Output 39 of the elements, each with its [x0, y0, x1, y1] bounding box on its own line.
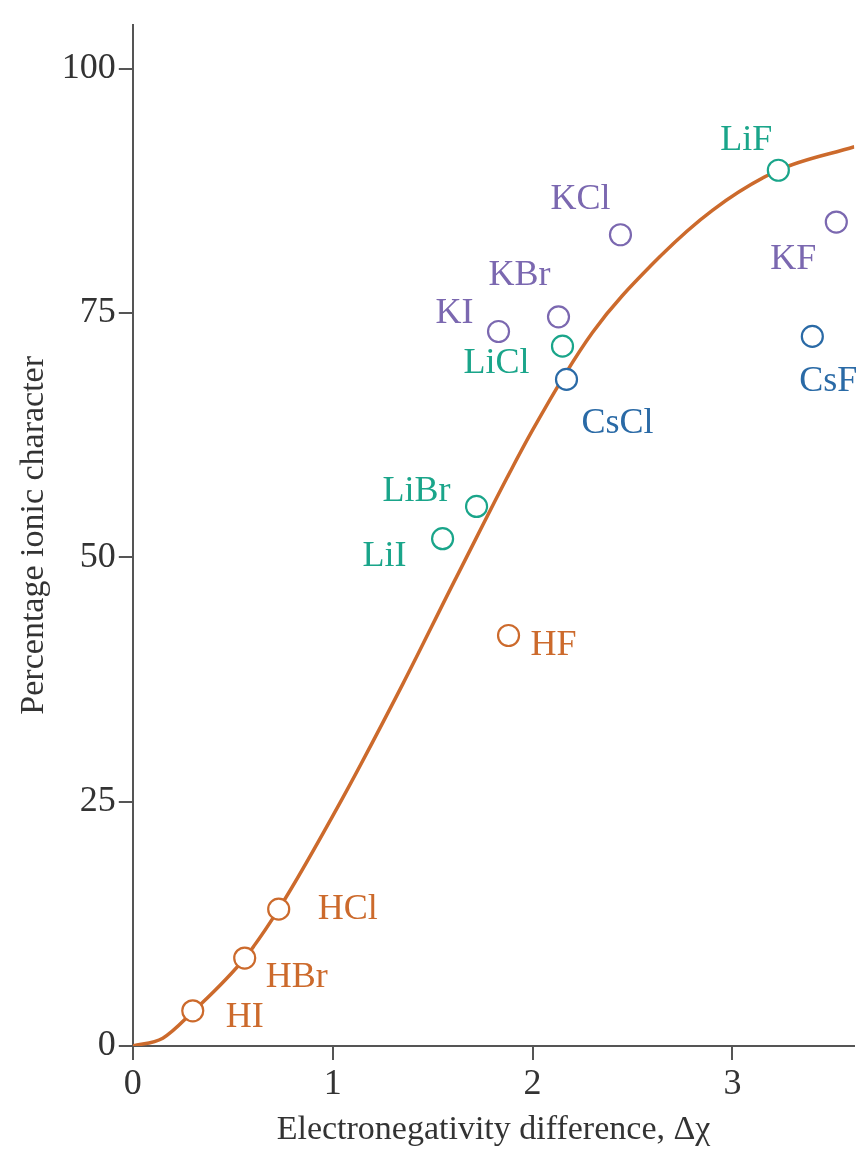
annotation: CsF [799, 358, 858, 399]
annotation: CsCl [581, 400, 654, 441]
point [181, 999, 205, 1023]
point [824, 210, 848, 234]
annotation: KF [770, 237, 817, 278]
point [496, 623, 521, 648]
point [800, 324, 824, 348]
point [233, 946, 257, 970]
point [486, 319, 511, 344]
annotation: LiCl [463, 340, 530, 381]
point [267, 897, 291, 921]
point [430, 527, 455, 551]
annotation: KBr [488, 253, 551, 294]
annotation: LiBr [382, 468, 451, 509]
y-axis-title: Percentage ionic character [13, 355, 51, 715]
annotation: LiF [720, 117, 773, 158]
point [766, 158, 790, 182]
point [554, 367, 579, 391]
annotation: KCl [550, 177, 611, 218]
x-tick-label: 3 [723, 1062, 742, 1103]
annotation: HF [530, 622, 577, 663]
x-tick-label: 2 [523, 1062, 542, 1103]
y-tick-label: 100 [61, 46, 116, 87]
point [550, 334, 575, 358]
point [608, 223, 633, 247]
annotation: HBr [265, 955, 328, 996]
x-tick-label: 1 [323, 1062, 342, 1103]
x-axis-title: Electronegativity difference, Δχ [276, 1108, 711, 1146]
annotation: LiI [362, 534, 407, 575]
y-tick-label: 75 [79, 290, 116, 331]
y-tick-label: 25 [79, 779, 116, 820]
x-tick-label: 0 [123, 1062, 142, 1103]
y-tick-label: 50 [79, 534, 116, 575]
annotation: HI [225, 995, 264, 1036]
point [464, 494, 489, 519]
annotation: HCl [317, 886, 378, 927]
y-tick-label: 0 [97, 1023, 116, 1064]
annotation: KI [435, 290, 474, 331]
point [546, 305, 571, 329]
